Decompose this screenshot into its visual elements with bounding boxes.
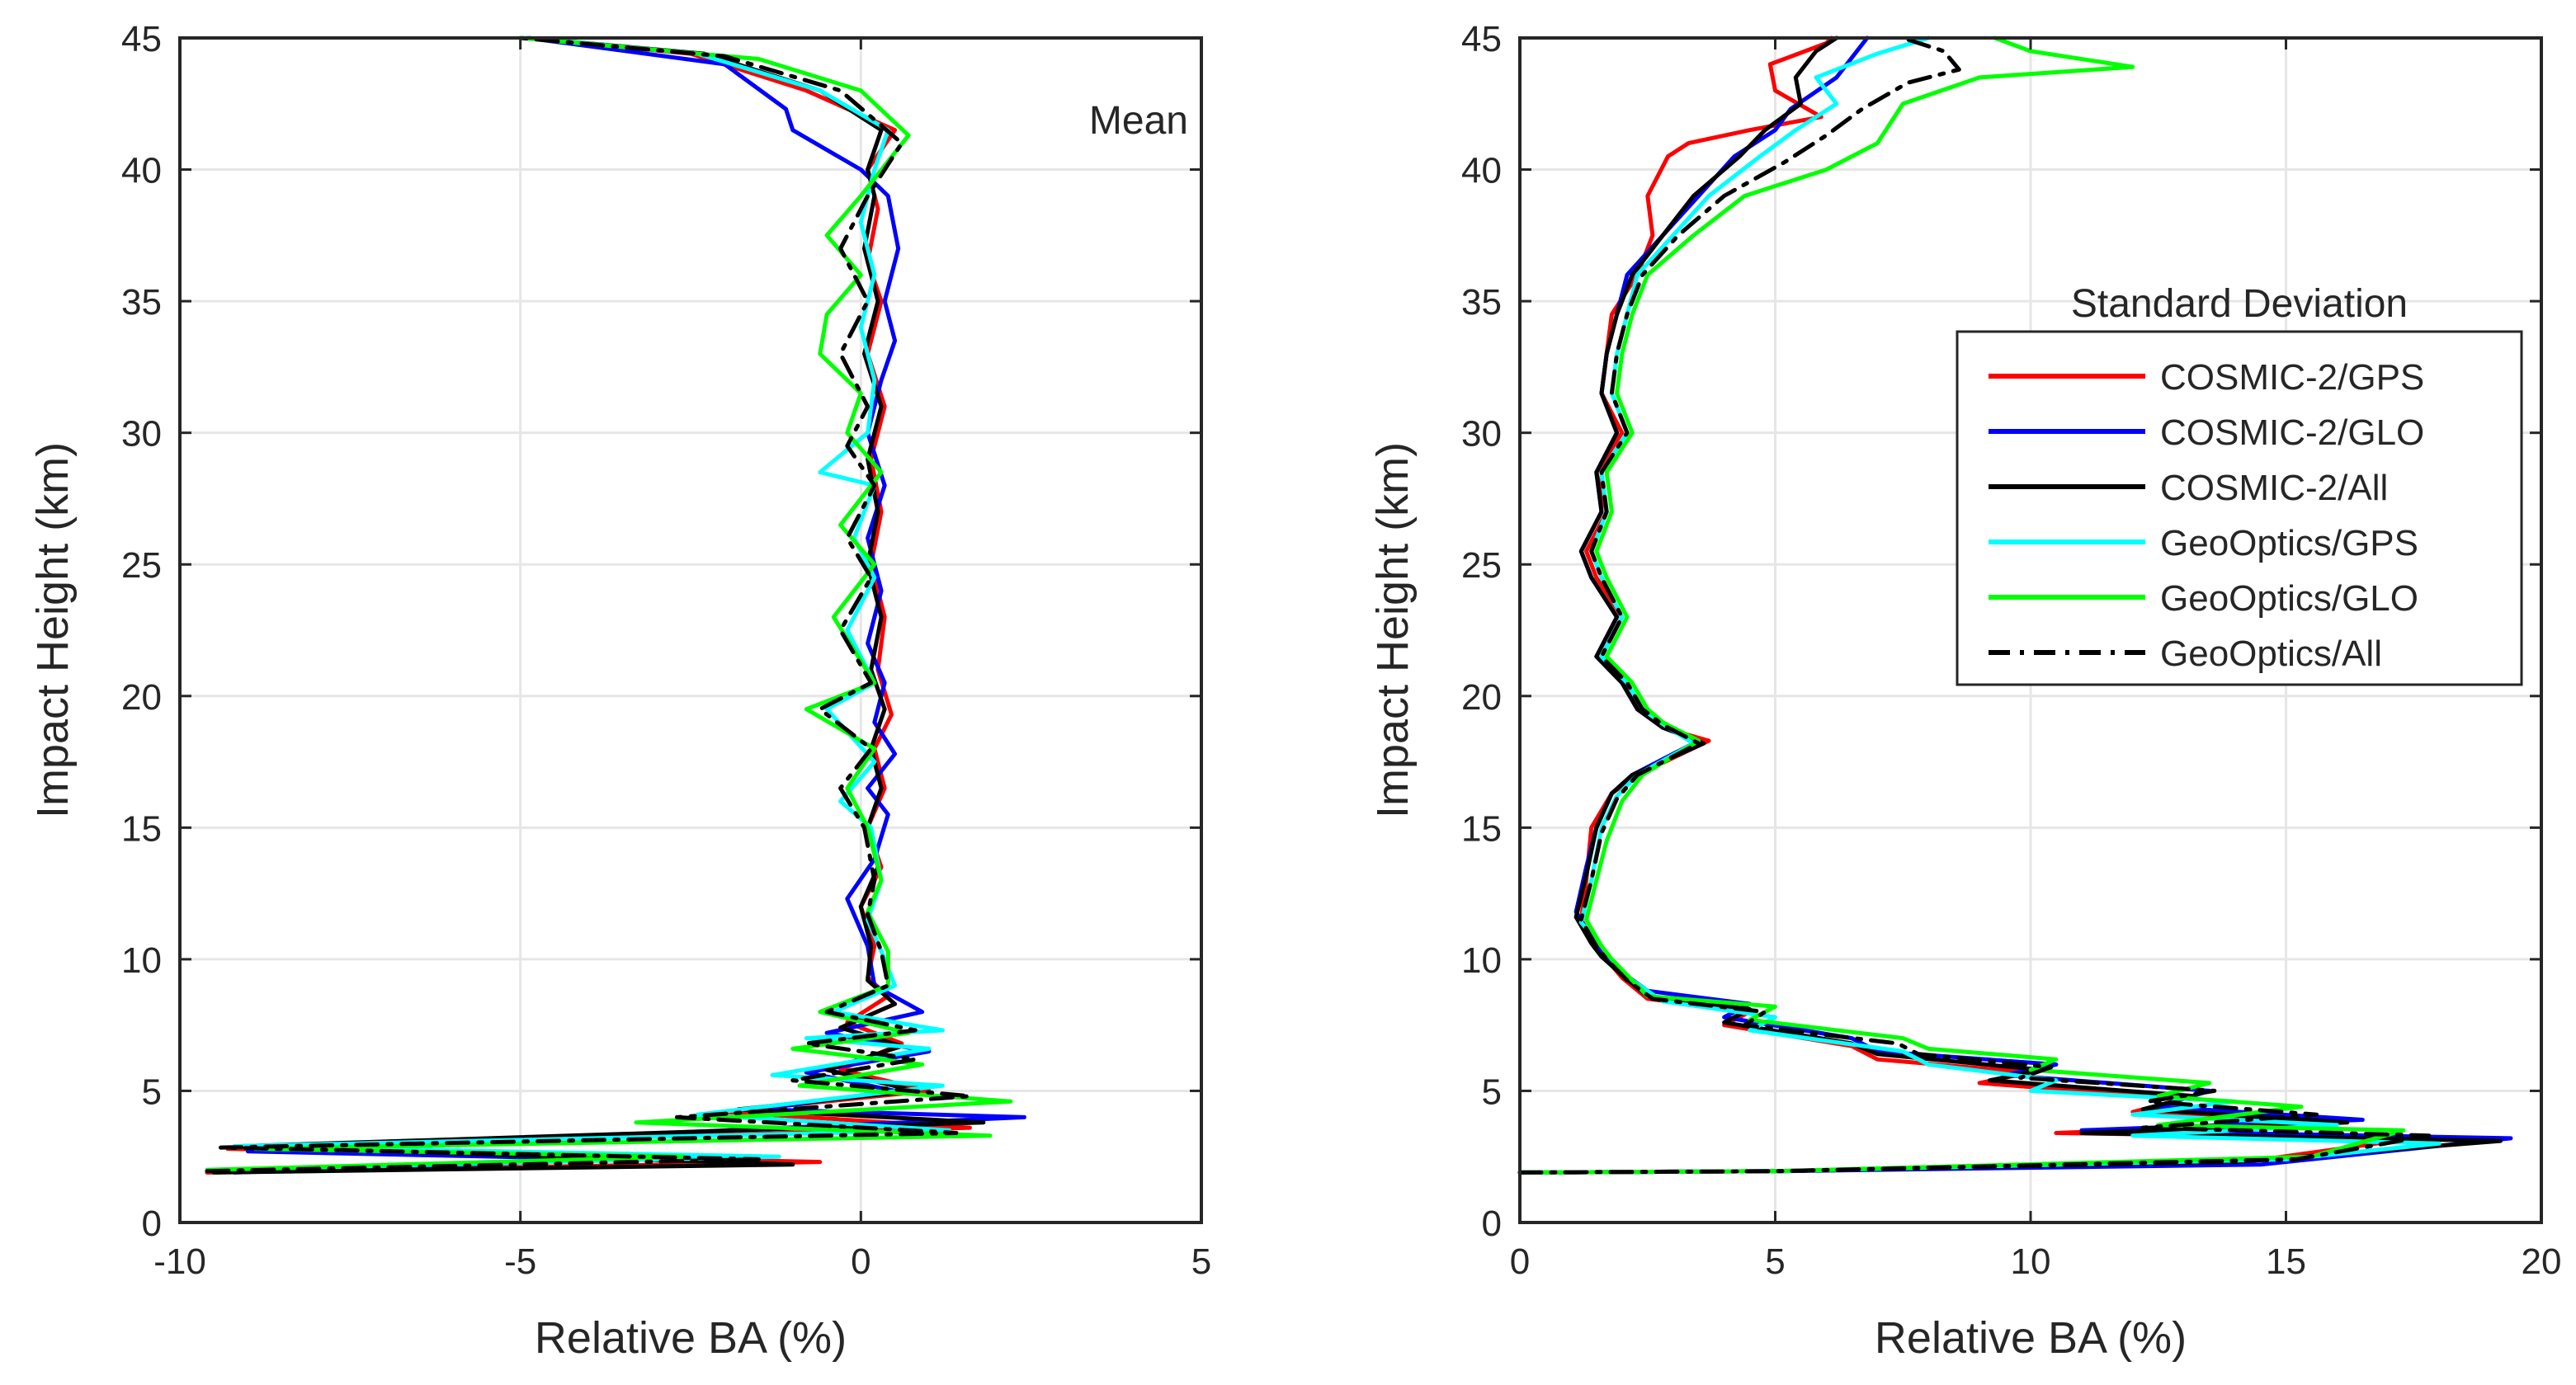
- mean-y-tick-label: 10: [121, 940, 162, 981]
- mean-y-tick-label: 20: [121, 677, 162, 718]
- std-y-tick-label: 15: [1461, 808, 1502, 849]
- mean-annotation: Mean: [1089, 99, 1188, 143]
- mean-tick-group: -10 -5 0 5 0 5 10 15 20 25 30 35 40 45: [121, 19, 1211, 1282]
- std-series-group: [1517, 35, 2513, 1175]
- std-tick-group: 0 5 10 15 20 0 5 10 15 20 25 30 35 40 45: [1461, 19, 2561, 1282]
- mean-x-tick-label: -10: [153, 1241, 206, 1282]
- std-y-tick-label: 10: [1461, 940, 1502, 981]
- std-x-axis-label: Relative BA (%): [1875, 1313, 2187, 1363]
- mean-panel: -10 -5 0 5 0 5 10 15 20 25 30 35 40 45 Mean Relative …: [28, 19, 1211, 1363]
- mean-y-tick-label: 5: [142, 1072, 162, 1112]
- std-y-tick-label: 0: [1482, 1204, 1502, 1244]
- std-x-tick-label: 0: [1510, 1241, 1530, 1282]
- std-x-tick-label: 5: [1765, 1241, 1785, 1282]
- mean-series-geooptics-glo: [205, 35, 1013, 1172]
- std-y-tick-label: 25: [1461, 545, 1502, 586]
- std-y-tick-label: 35: [1461, 282, 1502, 323]
- mean-x-tick-label: 0: [851, 1241, 870, 1282]
- mean-x-axis-label: Relative BA (%): [535, 1313, 847, 1363]
- mean-y-tick-label: 35: [121, 282, 162, 323]
- std-series-geooptics-all: [1517, 35, 2432, 1175]
- mean-y-tick-label: 0: [142, 1204, 162, 1244]
- std-y-tick-label: 5: [1482, 1072, 1502, 1112]
- legend-label: GeoOptics/GLO: [2160, 578, 2418, 619]
- std-y-tick-label: 45: [1461, 19, 1502, 59]
- std-x-tick-label: 10: [2011, 1241, 2051, 1282]
- mean-y-tick-label: 45: [121, 19, 162, 59]
- legend-title: Standard Deviation: [2071, 282, 2408, 326]
- std-series-geooptics-glo: [1517, 35, 2406, 1175]
- mean-series-group: [205, 35, 1026, 1175]
- legend-label: GeoOptics/All: [2160, 634, 2382, 674]
- legend-label: COSMIC-2/All: [2160, 468, 2388, 508]
- std-y-axis-label: Impact Height (km): [1368, 442, 1418, 818]
- std-y-tick-label: 40: [1461, 151, 1502, 191]
- legend-label: COSMIC-2/GLO: [2160, 412, 2424, 453]
- legend-label: GeoOptics/GPS: [2160, 523, 2418, 563]
- std-y-tick-label: 20: [1461, 677, 1502, 718]
- legend-entries: COSMIC-2/GPS COSMIC-2/GLO COSMIC-2/All GeoO…: [1989, 357, 2424, 674]
- mean-y-tick-label: 30: [121, 414, 162, 455]
- mean-axes-frame: [178, 36, 1203, 1224]
- mean-y-tick-label: 40: [121, 151, 162, 191]
- mean-y-axis-label: Impact Height (km): [28, 442, 78, 818]
- mean-x-tick-label: 5: [1191, 1241, 1211, 1282]
- std-panel: 0 5 10 15 20 0 5 10 15 20 25 30 35 40 45 Relative BA (…: [1368, 19, 2561, 1363]
- std-x-tick-label: 15: [2266, 1241, 2306, 1282]
- mean-x-tick-label: -5: [504, 1241, 536, 1282]
- mean-series-geooptics-all: [205, 35, 972, 1174]
- legend: Standard Deviation COSMIC-2/GPSCOSMIC-2/…: [1956, 282, 2523, 686]
- mean-y-tick-label: 15: [121, 808, 162, 849]
- legend-box: [1956, 330, 2523, 686]
- std-x-tick-label: 20: [2522, 1241, 2562, 1282]
- std-y-tick-label: 30: [1461, 414, 1502, 455]
- mean-y-tick-label: 25: [121, 545, 162, 586]
- legend-label: COSMIC-2/GPS: [2160, 357, 2424, 398]
